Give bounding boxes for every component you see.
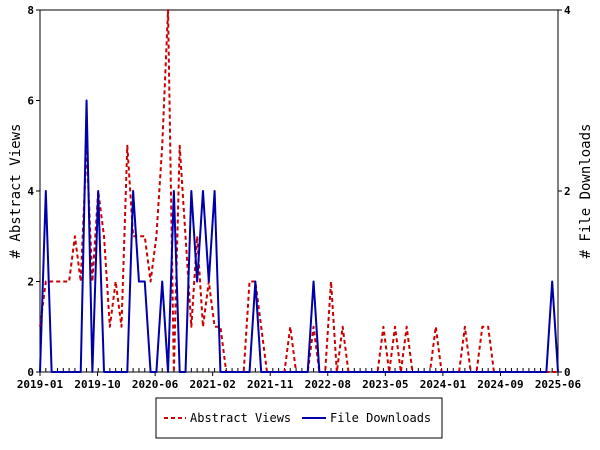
right-y-tick-label: 4 xyxy=(564,4,571,17)
right-axis-label: # File Downloads xyxy=(578,124,594,259)
legend: Abstract Views File Downloads xyxy=(155,397,443,439)
x-tick-label: 2021-02 xyxy=(189,378,235,391)
legend-box xyxy=(155,397,443,439)
x-tick-label: 2021-11 xyxy=(247,378,294,391)
left-axis-label: # Abstract Views xyxy=(8,124,24,259)
left-y-tick-label: 2 xyxy=(27,276,34,289)
left-y-tick-label: 0 xyxy=(27,366,34,379)
x-tick-label: 2023-05 xyxy=(362,378,408,391)
x-tick-label: 2019-01 xyxy=(17,378,64,391)
x-tick-label: 2022-08 xyxy=(305,378,351,391)
left-y-tick-label: 6 xyxy=(27,95,34,108)
right-y-tick-label: 0 xyxy=(564,366,571,379)
x-tick-label: 2024-09 xyxy=(477,378,523,391)
left-y-tick-label: 8 xyxy=(27,4,34,17)
right-y-tick-label: 2 xyxy=(564,185,571,198)
left-y-tick-label: 4 xyxy=(27,185,34,198)
x-tick-label: 2024-01 xyxy=(420,378,467,391)
series-lines xyxy=(39,9,559,373)
series-line-file-downloads xyxy=(39,99,559,373)
plot-area xyxy=(39,9,559,373)
legend-label-file-downloads: File Downloads xyxy=(330,411,431,425)
x-tick-label: 2025-06 xyxy=(535,378,582,391)
legend-label-abstract-views: Abstract Views xyxy=(190,411,291,425)
x-tick-label: 2020-06 xyxy=(132,378,179,391)
tick-labels: 0 2 4 6 8 0 2 4 2019-01 2019-10 2020-06 2021-02 2021… xyxy=(17,4,582,391)
x-tick-label: 2019-10 xyxy=(74,378,120,391)
